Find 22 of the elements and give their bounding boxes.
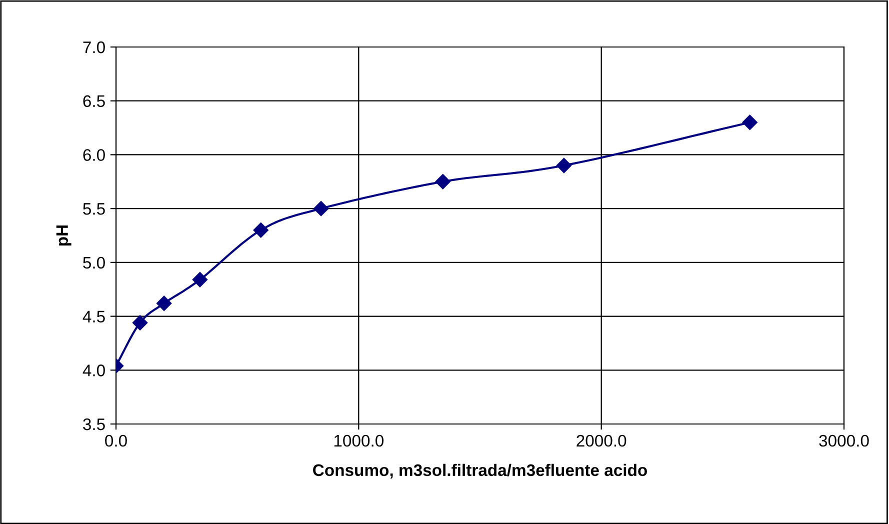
y-tick-label: 5.0	[83, 256, 105, 269]
y-axis-title: pH	[56, 226, 72, 246]
y-tick-label: 6.5	[83, 95, 105, 108]
point	[156, 296, 172, 311]
y-tick-label: 6.0	[83, 149, 105, 161]
y-tick-label: 4.0	[82, 364, 105, 376]
point	[253, 222, 268, 238]
x-tick-label: 0.0	[105, 434, 127, 447]
x-tick-label: 1000.0	[334, 434, 384, 447]
point	[192, 272, 208, 288]
point	[132, 315, 148, 330]
y-tick-label: 5.5	[83, 203, 105, 215]
y-tick-label: 7.0	[83, 41, 105, 54]
y-tick-label: 3.5	[83, 418, 105, 430]
point	[556, 158, 572, 174]
point	[742, 114, 758, 130]
x-tick-label: 2000.0	[576, 434, 626, 447]
x-axis-title: Consumo, m3sol.filtrada/m3efluente acido	[313, 464, 647, 478]
x-tick-label: 3000.0	[819, 434, 869, 447]
point	[435, 174, 450, 190]
point	[313, 201, 329, 216]
y-tick-label: 4.5	[82, 310, 105, 322]
